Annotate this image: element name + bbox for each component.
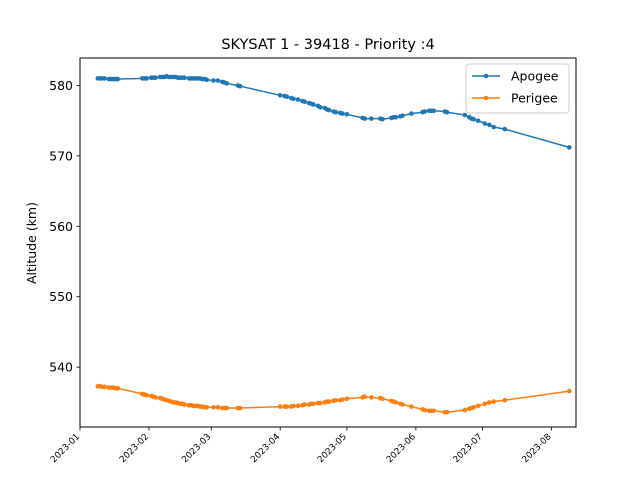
data-point-apogee — [422, 109, 428, 114]
data-point-perigee — [462, 407, 468, 413]
data-point-perigee — [284, 404, 290, 409]
data-point-apogee — [393, 114, 399, 120]
chart-title: SKYSAT 1 - 39418 - Priority :4 — [221, 37, 434, 53]
data-point-perigee — [400, 402, 405, 407]
data-point-perigee — [422, 407, 428, 413]
y-tick-label: 580 — [49, 78, 73, 93]
data-point-perigee — [393, 400, 399, 405]
y-tick-label: 540 — [49, 360, 73, 375]
data-point-perigee — [409, 404, 414, 409]
data-point-apogee — [380, 117, 385, 122]
data-point-apogee — [567, 145, 572, 150]
data-point-apogee — [204, 77, 210, 83]
data-point-apogee — [182, 75, 187, 80]
data-point-perigee — [344, 396, 350, 402]
data-point-apogee — [462, 112, 468, 118]
data-point-perigee — [482, 401, 488, 407]
y-axis-label: Altitude (km) — [24, 202, 39, 284]
data-point-perigee — [153, 395, 158, 400]
data-point-apogee — [340, 111, 345, 116]
plot-area-frame — [79, 57, 577, 428]
y-tick-label: 570 — [49, 148, 73, 163]
data-point-perigee — [487, 400, 492, 405]
data-point-apogee — [409, 111, 414, 116]
data-point-apogee — [344, 112, 350, 117]
data-point-perigee — [444, 409, 450, 415]
data-point-perigee — [311, 401, 316, 407]
data-point-perigee — [475, 403, 481, 409]
legend-entries: Apogee Perigee — [472, 69, 559, 106]
data-point-apogee — [362, 116, 368, 121]
data-point-apogee — [444, 109, 450, 115]
data-point-perigee — [182, 402, 187, 407]
data-point-apogee — [491, 124, 497, 130]
data-point-apogee — [302, 99, 307, 104]
data-point-perigee — [295, 403, 301, 409]
data-point-perigee — [115, 386, 121, 391]
data-point-apogee — [475, 118, 481, 123]
data-point-perigee — [302, 402, 307, 407]
data-point-perigee — [215, 405, 221, 410]
data-point-perigee — [237, 405, 243, 411]
data-point-apogee — [224, 81, 230, 86]
data-point-apogee — [295, 97, 301, 102]
legend-label-perigee: Perigee — [511, 91, 558, 106]
data-point-apogee — [153, 75, 158, 80]
data-point-apogee — [482, 121, 488, 126]
data-point-apogee — [317, 105, 323, 110]
data-point-perigee — [211, 405, 216, 410]
data-point-apogee — [333, 109, 339, 115]
data-point-perigee — [340, 397, 345, 402]
legend-label-apogee: Apogee — [511, 69, 559, 84]
data-point-apogee — [326, 107, 332, 113]
data-point-apogee — [369, 116, 374, 121]
data-point-apogee — [211, 78, 216, 83]
data-point-apogee — [487, 122, 492, 128]
legend: Apogee Perigee — [465, 63, 570, 114]
data-point-perigee — [317, 400, 323, 406]
data-point-perigee — [369, 395, 374, 400]
data-point-apogee — [237, 83, 243, 89]
data-point-apogee — [277, 93, 283, 98]
data-point-perigee — [380, 396, 385, 402]
data-point-apogee — [471, 117, 477, 122]
data-point-apogee — [144, 76, 149, 81]
y-tick-label: 560 — [49, 219, 73, 234]
legend-marker-apogee — [483, 73, 489, 79]
data-point-apogee — [431, 108, 437, 114]
data-point-perigee — [291, 403, 296, 409]
data-point-apogee — [102, 76, 107, 81]
data-point-perigee — [362, 394, 368, 400]
data-point-apogee — [291, 96, 296, 102]
data-point-apogee — [215, 78, 221, 83]
data-point-perigee — [431, 408, 437, 414]
data-point-perigee — [224, 405, 230, 411]
data-point-perigee — [204, 405, 210, 410]
data-point-apogee — [400, 113, 405, 118]
data-point-perigee — [102, 384, 107, 390]
data-point-apogee — [115, 76, 121, 82]
data-point-perigee — [502, 397, 508, 403]
data-point-perigee — [333, 397, 339, 403]
data-point-perigee — [471, 405, 477, 410]
data-point-perigee — [277, 404, 283, 409]
data-point-perigee — [144, 393, 149, 398]
data-point-apogee — [502, 126, 508, 132]
data-point-perigee — [491, 399, 497, 404]
data-point-apogee — [311, 102, 316, 107]
series-layer — [95, 74, 572, 415]
legend-marker-perigee — [483, 95, 489, 101]
data-point-perigee — [326, 399, 332, 404]
data-point-apogee — [284, 94, 290, 99]
y-tick-label: 550 — [49, 289, 73, 304]
data-point-perigee — [567, 388, 572, 394]
